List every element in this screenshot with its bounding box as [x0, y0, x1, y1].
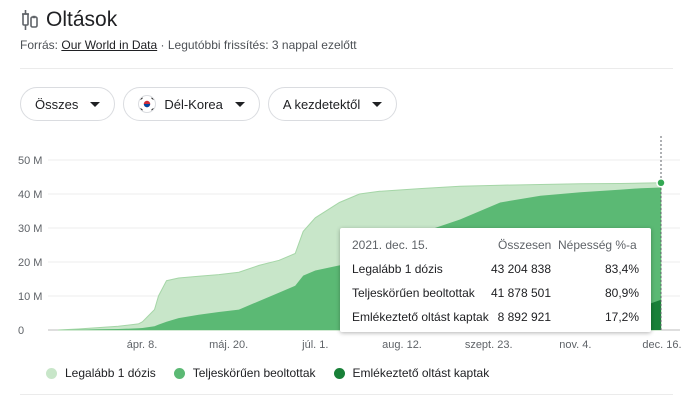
scope-label: Összes	[35, 96, 79, 112]
legend-label: Teljeskörűen beoltottak	[192, 366, 316, 380]
x-tick-label: nov. 4.	[559, 339, 591, 351]
caret-down-icon	[90, 101, 101, 107]
y-tick-label: 40 M	[18, 189, 42, 201]
card-header: Oltások	[20, 8, 117, 32]
page-title: Oltások	[46, 8, 118, 31]
x-tick-label: dec. 16.	[642, 339, 681, 351]
tooltip-row-total: 43 204 838	[490, 262, 551, 276]
x-tick-label: szept. 23.	[465, 339, 513, 351]
legend-swatch	[46, 367, 57, 379]
caret-down-icon	[234, 101, 245, 107]
country-label: Dél-Korea	[164, 96, 223, 112]
tooltip-row-label: Legalább 1 dózis	[352, 262, 443, 276]
source-link[interactable]: Our World in Data	[61, 38, 158, 52]
update-info: · Legutóbbi frissítés: 3 nappal ezelőtt	[160, 38, 357, 52]
tooltip-row-pct: 83,4%	[604, 262, 639, 276]
legend-item-first-dose[interactable]: Legalább 1 dózis	[46, 366, 156, 380]
country-dropdown[interactable]: Dél-Korea	[123, 87, 260, 121]
tooltip-row: Emlékeztető oltást kaptak 8 892 921 17,2…	[352, 310, 639, 326]
x-tick-label: ápr. 8.	[127, 339, 158, 351]
source-prefix: Forrás:	[20, 38, 59, 52]
tooltip-date: 2021. dec. 15.	[352, 238, 429, 252]
caret-down-icon	[372, 101, 383, 107]
tooltip-row-total: 41 878 501	[490, 286, 551, 300]
divider	[20, 68, 673, 69]
tooltip-row-label: Emlékeztető oltást kaptak	[352, 310, 489, 324]
source-line: Forrás: Our World in Data · Legutóbbi fr…	[20, 38, 357, 52]
chart-tooltip: 2021. dec. 15. Összesen Népesség %-a Leg…	[340, 228, 651, 332]
filter-bar: Összes Dél-Korea A kezdetektől	[20, 87, 398, 121]
legend-label: Legalább 1 dózis	[65, 366, 156, 380]
tooltip-row: Teljeskörűen beoltottak 41 878 501 80,9%	[352, 286, 639, 302]
tooltip-row-total: 8 892 921	[497, 310, 551, 324]
hover-marker	[656, 178, 666, 188]
x-tick-label: júl. 1.	[301, 339, 328, 351]
divider	[20, 394, 673, 395]
y-tick-label: 50 M	[18, 155, 42, 167]
range-label: A kezdetektől	[282, 96, 361, 112]
tooltip-row-pct: 17,2%	[604, 310, 639, 324]
tooltip-header: 2021. dec. 15. Összesen Népesség %-a	[352, 238, 639, 254]
syringe-icon	[22, 10, 38, 30]
tooltip-row: Legalább 1 dózis 43 204 838 83,4%	[352, 262, 639, 278]
tooltip-row-label: Teljeskörűen beoltottak	[352, 286, 475, 300]
chart-legend: Legalább 1 dózis Teljeskörűen beoltottak…	[46, 366, 507, 380]
y-tick-label: 20 M	[18, 257, 42, 269]
tooltip-row-pct: 80,9%	[604, 286, 639, 300]
range-dropdown[interactable]: A kezdetektől	[267, 87, 398, 121]
tooltip-col-pct: Népesség %-a	[558, 238, 637, 252]
y-tick-label: 30 M	[18, 223, 42, 235]
legend-item-fully-vaccinated[interactable]: Teljeskörűen beoltottak	[173, 366, 316, 380]
legend-swatch	[173, 367, 185, 379]
legend-item-booster[interactable]: Emlékeztető oltást kaptak	[333, 366, 490, 380]
korea-flag-icon	[138, 95, 157, 113]
legend-label: Emlékeztető oltást kaptak	[352, 366, 490, 380]
x-tick-label: aug. 12.	[382, 339, 422, 351]
legend-swatch	[333, 367, 345, 379]
x-tick-label: máj. 20.	[209, 339, 248, 351]
y-tick-label: 10 M	[18, 291, 42, 303]
tooltip-col-total: Összesen	[498, 238, 552, 252]
y-tick-label: 0	[18, 325, 24, 337]
scope-dropdown[interactable]: Összes	[20, 87, 116, 121]
